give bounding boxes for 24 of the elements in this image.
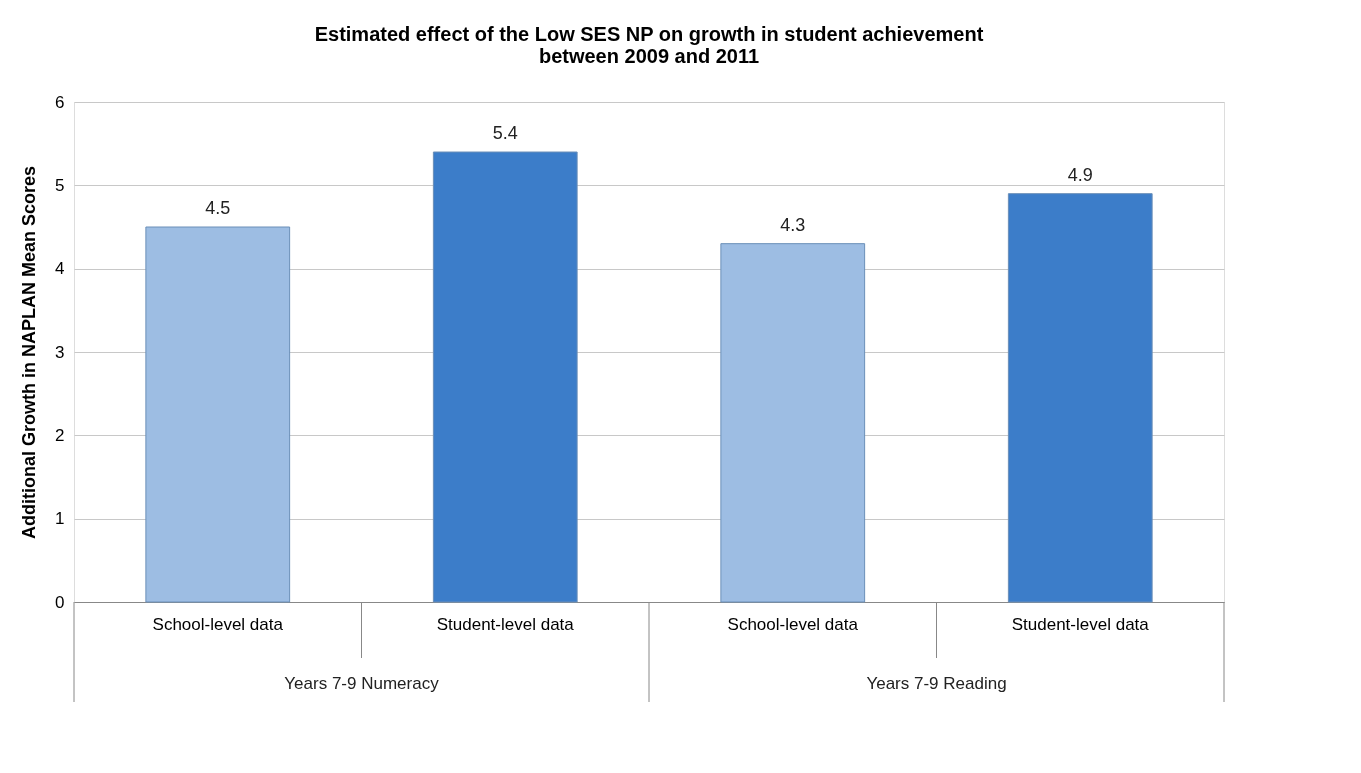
text: between 2009 and 2011 [538,45,760,67]
text: Years 7-9 Numeracy [284,674,440,693]
y-tick-label: 3 [55,342,65,362]
bar [1007,193,1153,603]
x-tick-label: School-level data [727,614,859,634]
text: Estimated effect of the Low SES NP on growth in student achievement [314,23,984,45]
data-label: 4.5 [205,198,231,218]
y-tick-label: 4 [55,259,65,279]
data-label: 4.9 [1067,164,1093,185]
text: Years 7-9 Reading [866,674,1007,693]
y-axis-title: Additional Growth in NAPLAN Mean Scores [19,165,40,540]
y-tick-label: 6 [55,92,65,112]
y-tick-label: 2 [55,425,65,445]
y-tick-label: 1 [55,509,65,529]
data-label: 5.4 [492,123,518,143]
y-tick-label: 0 [55,592,65,612]
x-tick-label: Student-level data [1011,614,1150,634]
bar [432,151,578,603]
x-tick-label: Student-level data [436,614,575,634]
y-tick-label: 5 [55,175,65,195]
data-label: 4.3 [780,214,806,235]
bar [720,243,866,603]
x-tick-label: School-level data [152,614,284,634]
bar [145,226,291,603]
